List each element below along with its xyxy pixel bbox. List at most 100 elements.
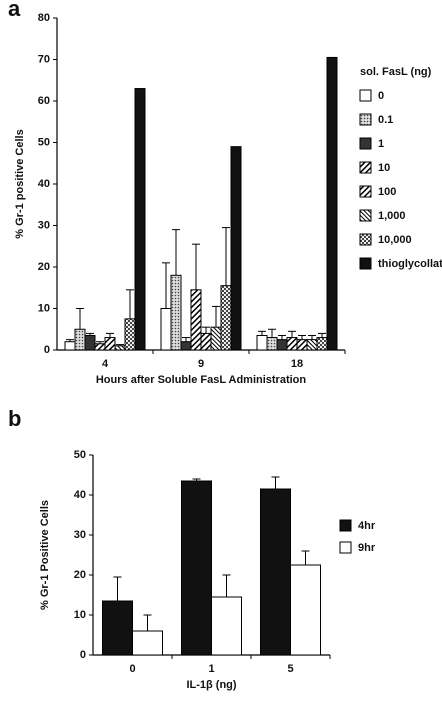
y-axis-label: % Gr-1 Positive Cells: [39, 500, 51, 610]
legend-label: 0: [378, 90, 384, 102]
x-tick-label: 1: [208, 663, 214, 675]
legend-swatch: [339, 519, 352, 532]
error-bar: [318, 332, 326, 338]
error-bar: [298, 334, 306, 340]
bar: [64, 341, 76, 351]
error-bar: [86, 332, 94, 336]
bar: [316, 337, 328, 351]
bar: [276, 339, 288, 351]
y-tick-label: 60: [38, 95, 50, 107]
bar: [286, 337, 298, 351]
bar: [170, 274, 182, 351]
y-tick-label: 10: [38, 302, 50, 314]
bar: [104, 337, 116, 351]
legend-label: 1,000: [378, 210, 406, 222]
bar: [102, 600, 133, 656]
x-tick-label: 18: [291, 358, 303, 370]
error-bar: [258, 330, 266, 336]
legend-swatch: [359, 185, 372, 198]
legend-swatch: [359, 137, 372, 150]
bar: [296, 339, 308, 351]
panel-label: b: [8, 406, 21, 431]
error-bar: [162, 262, 170, 309]
error-bar: [301, 550, 310, 565]
legend-swatch: [359, 233, 372, 246]
error-bar: [182, 337, 190, 342]
bar: [114, 345, 126, 351]
bar: [200, 332, 212, 351]
x-tick-label: 4: [102, 358, 109, 370]
error-bar: [222, 227, 230, 286]
legend-swatch: [359, 161, 372, 174]
y-axis-label: % Gr-1 positive Cells: [14, 129, 26, 238]
legend-swatch: [359, 113, 372, 126]
legend-label: 9hr: [358, 542, 376, 554]
legend-swatch: [359, 209, 372, 222]
y-tick-label: 0: [80, 649, 86, 661]
panel-label: a: [8, 0, 21, 21]
legend-swatch: [359, 89, 372, 102]
x-tick-label: 5: [287, 663, 293, 675]
y-tick-label: 70: [38, 53, 50, 65]
error-bar: [143, 614, 152, 631]
y-tick-label: 10: [74, 609, 86, 621]
y-tick-label: 40: [74, 489, 86, 501]
bar: [326, 56, 338, 351]
legend-label: 1: [378, 138, 384, 150]
bar: [134, 88, 146, 351]
bar: [260, 488, 291, 656]
error-bar: [66, 339, 74, 342]
x-tick-label: 0: [129, 663, 135, 675]
bar: [211, 596, 242, 656]
error-bar: [212, 305, 220, 328]
error-bar: [271, 476, 280, 489]
error-bar: [288, 330, 296, 338]
error-bar: [268, 328, 276, 338]
bar: [256, 334, 268, 351]
error-bar: [116, 344, 124, 346]
error-bar: [308, 334, 316, 340]
bar: [230, 146, 242, 351]
legend-label: 0.1: [378, 114, 393, 126]
x-tick-label: 9: [198, 358, 204, 370]
legend-label: 10,000: [378, 234, 412, 246]
error-bar: [106, 332, 114, 338]
error-bar: [222, 574, 231, 597]
bar: [266, 337, 278, 351]
error-bar: [202, 326, 210, 334]
bar: [94, 343, 106, 351]
error-bar: [192, 243, 200, 290]
bar: [84, 334, 96, 351]
legend-label: thioglycollate: [378, 258, 442, 270]
bar: [290, 564, 321, 656]
y-tick-label: 30: [74, 529, 86, 541]
error-bar: [126, 289, 134, 319]
y-tick-label: 80: [38, 12, 50, 24]
legend-title: sol. FasL (ng): [360, 66, 432, 78]
error-bar: [113, 576, 122, 601]
error-bar: [192, 478, 201, 481]
x-axis-label: Hours after Soluble FasL Administration: [96, 374, 307, 386]
legend-swatch: [359, 257, 372, 270]
bar: [74, 328, 86, 351]
y-tick-label: 50: [74, 449, 86, 461]
bar: [190, 289, 202, 351]
bar: [220, 285, 232, 351]
y-tick-label: 20: [38, 261, 50, 273]
y-tick-label: 30: [38, 219, 50, 231]
y-tick-label: 40: [38, 178, 50, 190]
legend-label: 100: [378, 186, 396, 198]
y-tick-label: 50: [38, 136, 50, 148]
legend-swatch: [339, 541, 352, 554]
x-axis-label: IL-1β (ng): [186, 679, 236, 691]
bar: [210, 326, 222, 351]
legend-label: 4hr: [358, 520, 376, 532]
bar: [306, 339, 318, 351]
error-bar: [76, 308, 84, 330]
error-bar: [278, 334, 286, 340]
bar: [180, 341, 192, 351]
y-tick-label: 20: [74, 569, 86, 581]
y-tick-label: 0: [44, 344, 50, 356]
bar: [132, 630, 163, 656]
